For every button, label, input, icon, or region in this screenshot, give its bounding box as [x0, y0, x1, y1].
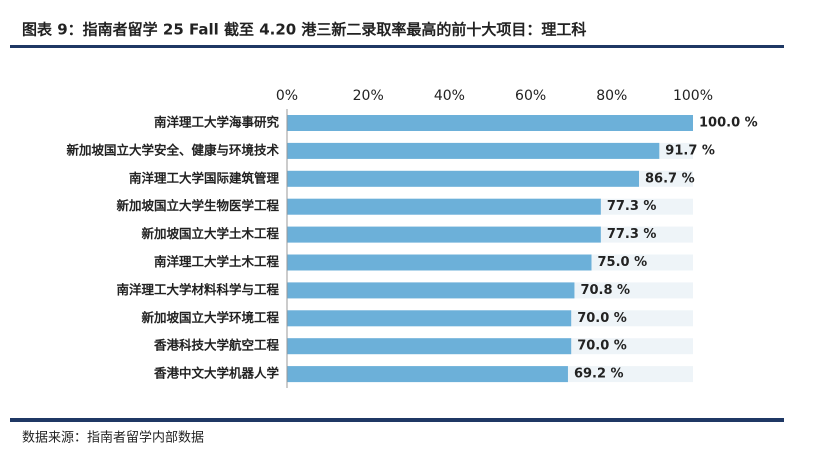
- x-tick-label: 40%: [434, 88, 465, 104]
- value-label: 69.2 %: [574, 367, 624, 382]
- bar: [287, 254, 592, 271]
- y-tick-label: 香港科技大学航空工程: [153, 338, 280, 353]
- value-label: 70.0 %: [577, 339, 627, 354]
- value-label: 91.7 %: [665, 143, 715, 158]
- y-tick-label: 新加坡国立大学生物医学工程: [116, 198, 279, 213]
- bar: [287, 310, 572, 327]
- source-note: 数据来源：指南者留学内部数据: [22, 430, 204, 446]
- x-tick-label: 0%: [276, 88, 298, 104]
- value-label: 75.0 %: [598, 255, 648, 270]
- x-tick-label: 60%: [515, 88, 546, 104]
- value-label: 77.3 %: [607, 227, 657, 242]
- value-label: 70.0 %: [577, 311, 627, 326]
- bar: [287, 115, 693, 131]
- footer-rule: [10, 418, 784, 422]
- y-tick-label: 新加坡国立大学土木工程: [141, 226, 279, 241]
- title-rule: [10, 45, 784, 48]
- y-tick-label: 新加坡国立大学安全、健康与环境技术: [66, 142, 279, 157]
- y-tick-label: 香港中文大学机器人学: [153, 366, 280, 381]
- value-label: 70.8 %: [580, 283, 630, 298]
- bar: [287, 142, 660, 159]
- y-tick-label: 南洋理工大学海事研究: [154, 115, 280, 130]
- bar: [287, 338, 572, 355]
- bar: [287, 226, 601, 243]
- x-tick-label: 80%: [596, 88, 627, 104]
- value-label: 86.7 %: [645, 171, 695, 186]
- y-tick-label: 南洋理工大学国际建筑管理: [129, 170, 280, 185]
- value-label: 77.3 %: [607, 199, 657, 214]
- bar: [287, 282, 575, 299]
- chart-title: 图表 9：指南者留学 25 Fall 截至 4.20 港三新二录取率最高的前十大…: [22, 21, 586, 39]
- y-tick-label: 南洋理工大学材料科学与工程: [116, 282, 279, 297]
- y-tick-label: 新加坡国立大学环境工程: [141, 310, 279, 325]
- value-label: 100.0 %: [699, 116, 758, 131]
- bar: [287, 170, 640, 187]
- bar: [287, 198, 601, 215]
- y-tick-label: 南洋理工大学土木工程: [154, 254, 280, 269]
- x-tick-label: 100%: [673, 88, 713, 104]
- bar: [287, 366, 568, 383]
- x-tick-label: 20%: [353, 88, 384, 104]
